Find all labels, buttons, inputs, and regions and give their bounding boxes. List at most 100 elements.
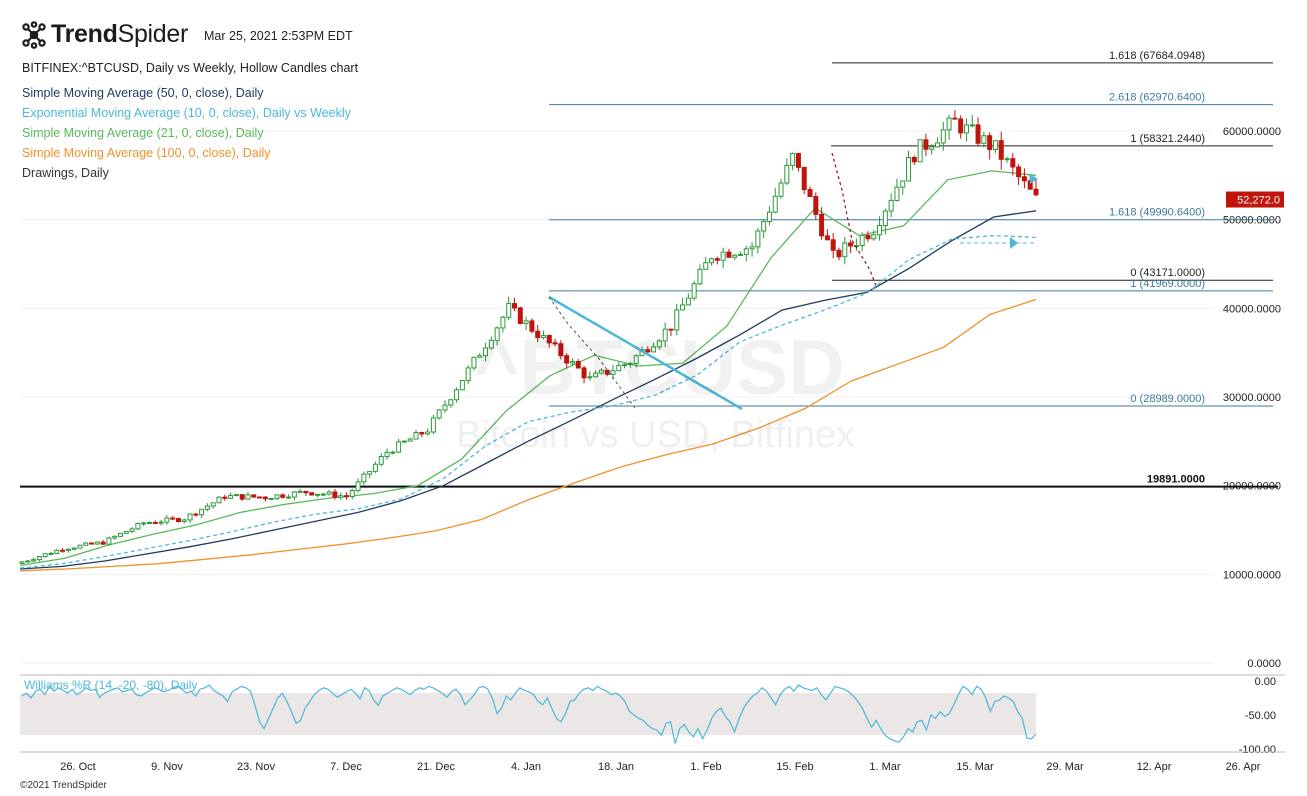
candle-body bbox=[204, 505, 210, 510]
candle-body bbox=[268, 498, 274, 501]
ema10-weekly-line bbox=[19, 234, 1037, 569]
y-tick-label: 40000.0000 bbox=[1223, 303, 1281, 315]
y-tick-label: 30000.0000 bbox=[1223, 392, 1281, 404]
candle-body bbox=[425, 431, 431, 435]
candle-body bbox=[228, 494, 234, 499]
indicator-sma50-label[interactable]: Simple Moving Average (50, 0, close), Da… bbox=[22, 86, 264, 100]
candle-body bbox=[94, 541, 100, 545]
candle-body bbox=[558, 343, 564, 357]
candle-body bbox=[552, 342, 558, 345]
candle-body bbox=[158, 521, 164, 524]
candle-body bbox=[512, 303, 518, 309]
candle-body bbox=[703, 262, 709, 270]
candle-body bbox=[187, 513, 193, 521]
candle-body bbox=[407, 438, 413, 442]
candle-body bbox=[906, 156, 912, 182]
x-tick-label: 9. Nov bbox=[151, 761, 183, 773]
candle-body bbox=[25, 560, 31, 563]
candle-body bbox=[680, 304, 686, 311]
brand-name-light: Spider bbox=[117, 20, 189, 48]
candle-body bbox=[865, 234, 871, 240]
indicator-sma100-label[interactable]: Simple Moving Average (100, 0, close), D… bbox=[22, 146, 271, 160]
candle-body bbox=[761, 220, 767, 232]
candle-body bbox=[830, 239, 836, 251]
candle-body bbox=[367, 470, 373, 475]
candle-body bbox=[807, 189, 813, 198]
candle-body bbox=[778, 182, 784, 197]
candle-body bbox=[477, 355, 483, 358]
candle-body bbox=[940, 129, 946, 144]
candle-body bbox=[587, 376, 593, 379]
candle-body bbox=[106, 537, 112, 545]
y-tick-label: 60000.0000 bbox=[1223, 126, 1281, 138]
candle-body bbox=[651, 346, 657, 353]
candle-body bbox=[517, 307, 523, 324]
x-tick-label: 4. Jan bbox=[511, 761, 541, 773]
x-tick-label: 29. Mar bbox=[1046, 761, 1084, 773]
candle-body bbox=[89, 542, 95, 545]
x-tick-label: 15. Mar bbox=[956, 761, 994, 773]
drawings-label[interactable]: Drawings, Daily bbox=[22, 166, 109, 180]
candle-body bbox=[772, 195, 778, 213]
candle-body bbox=[622, 363, 628, 366]
candle-body bbox=[349, 489, 355, 498]
candle-body bbox=[929, 146, 935, 150]
indicator-ema10-label[interactable]: Exponential Moving Average (10, 0, close… bbox=[22, 106, 351, 120]
candle-body bbox=[65, 548, 71, 551]
candle-body bbox=[737, 253, 743, 256]
x-tick-label: 21. Dec bbox=[417, 761, 455, 773]
oscillator-band bbox=[20, 693, 1036, 735]
sma50-line bbox=[19, 210, 1037, 570]
candle-body bbox=[378, 456, 384, 465]
candle-body bbox=[633, 355, 639, 365]
level-label: 1.618 (67684.0948) bbox=[1109, 50, 1205, 62]
candle-body bbox=[1021, 176, 1027, 182]
candle-body bbox=[123, 530, 129, 534]
candle-body bbox=[888, 199, 894, 212]
candle-body bbox=[709, 258, 715, 264]
candle-body bbox=[842, 242, 848, 258]
candle-body bbox=[361, 473, 367, 483]
x-tick-label: 1. Mar bbox=[869, 761, 901, 773]
candle-body bbox=[859, 234, 865, 247]
candle-body bbox=[674, 309, 680, 331]
brand-name-bold: Trend bbox=[51, 20, 118, 48]
candle-body bbox=[610, 370, 616, 375]
candle-body bbox=[969, 124, 975, 127]
copyright: ©2021 TrendSpider bbox=[20, 780, 107, 791]
candle-body bbox=[419, 431, 425, 435]
candle-body bbox=[819, 213, 825, 237]
candle-body bbox=[146, 522, 152, 525]
candle-body bbox=[459, 380, 465, 391]
candle-body bbox=[396, 441, 402, 453]
candle-body bbox=[656, 340, 662, 348]
candle-body bbox=[946, 117, 952, 131]
x-tick-label: 15. Feb bbox=[776, 761, 813, 773]
indicator-sma21-label[interactable]: Simple Moving Average (21, 0, close), Da… bbox=[22, 126, 264, 140]
candle-body bbox=[303, 490, 309, 494]
candle-body bbox=[170, 517, 176, 520]
candle-body bbox=[181, 519, 187, 523]
candle-body bbox=[83, 542, 89, 546]
candle-body bbox=[430, 417, 436, 433]
chart-timestamp: Mar 25, 2021 2:53PM EDT bbox=[204, 29, 353, 43]
candle-body bbox=[286, 496, 292, 499]
candle-body bbox=[326, 491, 332, 495]
level-label: 1.618 (49990.6400) bbox=[1109, 207, 1205, 219]
candle-body bbox=[1010, 158, 1016, 168]
plot-area bbox=[20, 18, 1213, 668]
candle-body bbox=[540, 334, 546, 339]
candle-body bbox=[1016, 166, 1022, 178]
candle-body bbox=[141, 522, 147, 525]
watermark-name: Bitcoin vs USD, Bitfinex bbox=[456, 414, 856, 456]
sma21-line bbox=[19, 170, 1037, 567]
candle-body bbox=[934, 142, 940, 148]
candle-body bbox=[506, 303, 512, 318]
candle-body bbox=[627, 363, 633, 366]
williams-r-line bbox=[21, 684, 1037, 744]
candle-body bbox=[697, 268, 703, 285]
candle-body bbox=[164, 517, 170, 523]
candle-body bbox=[732, 254, 738, 258]
candle-body bbox=[291, 491, 297, 498]
